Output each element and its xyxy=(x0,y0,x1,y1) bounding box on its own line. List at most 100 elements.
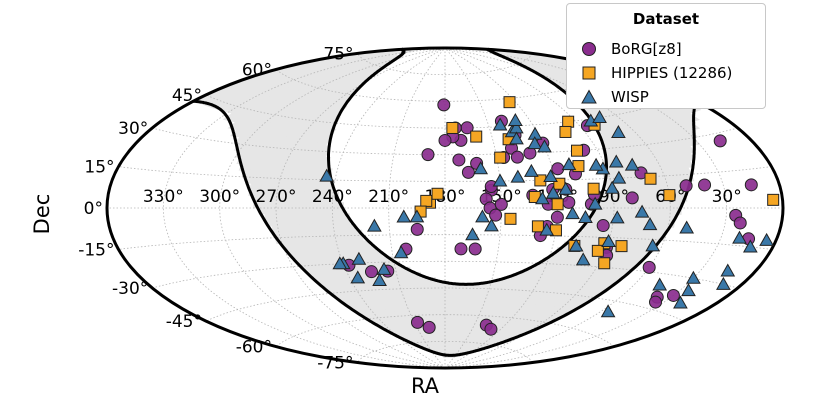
zone-of-avoidance-cell xyxy=(601,213,609,221)
wisp-point xyxy=(600,304,616,318)
zone-of-avoidance-cell xyxy=(298,196,306,203)
wisp-point xyxy=(465,227,480,241)
zone-of-avoidance-cell xyxy=(630,207,637,215)
zone-of-avoidance-cell xyxy=(436,292,442,299)
zone-of-avoidance-cell xyxy=(658,207,666,215)
legend-label-wisp: WISP xyxy=(611,88,649,106)
wisp-point xyxy=(507,112,523,126)
zone-of-avoidance-cell xyxy=(264,213,272,221)
zone-of-avoidance-cell xyxy=(624,213,632,221)
hippies-point xyxy=(559,125,572,138)
borg-point xyxy=(713,134,727,148)
zone-of-avoidance-cell xyxy=(441,314,446,321)
ra-tick-label: 30° xyxy=(712,187,742,207)
borg-point xyxy=(679,179,693,193)
zone-of-avoidance-cell xyxy=(441,319,446,326)
dec-tick-label: 30° xyxy=(118,119,148,139)
zone-of-avoidance-cell xyxy=(270,207,277,215)
zone-of-avoidance-cell xyxy=(436,298,442,305)
borg-point xyxy=(562,195,576,209)
dec-tick-label: -75° xyxy=(317,354,353,374)
zone-of-avoidance-cell xyxy=(264,207,271,215)
zone-of-avoidance-cell xyxy=(431,287,437,294)
zone-of-avoidance-cell xyxy=(647,201,654,209)
zone-of-avoidance-cell xyxy=(444,309,449,315)
borg-point xyxy=(744,178,758,192)
borg-point xyxy=(468,242,482,256)
zone-of-avoidance-cell xyxy=(344,224,352,231)
x-axis-label: RA xyxy=(411,374,440,398)
zone-of-avoidance-cell xyxy=(315,213,322,220)
wisp-point xyxy=(523,163,539,177)
zone-of-avoidance-cell xyxy=(448,292,454,299)
zone-of-avoidance-cell xyxy=(448,287,455,294)
zone-of-avoidance-cell xyxy=(441,309,446,315)
hippies-point xyxy=(531,220,544,233)
zone-of-avoidance-cell xyxy=(596,213,603,221)
zone-of-avoidance-cell xyxy=(332,213,339,220)
zone-of-avoidance-cell xyxy=(435,282,441,289)
borg-point xyxy=(551,162,565,176)
circle-marker-icon xyxy=(582,42,596,56)
hippies-point xyxy=(562,115,575,128)
borg-point xyxy=(733,216,747,230)
zone-of-avoidance-cell xyxy=(286,207,294,215)
zone-of-avoidance-cell xyxy=(619,207,626,215)
hippies-point xyxy=(598,257,611,270)
zone-of-avoidance-cell xyxy=(669,207,677,215)
dec-tick-label: 15° xyxy=(84,158,114,178)
zone-of-avoidance-cell xyxy=(293,219,301,226)
legend-title: Dataset xyxy=(632,10,700,28)
zone-of-avoidance-cell xyxy=(326,207,333,214)
zone-of-avoidance-cell xyxy=(441,325,446,331)
zone-of-avoidance-cell xyxy=(315,207,322,215)
zone-of-avoidance-cell xyxy=(321,218,329,226)
legend-label-hippies: HIPPIES (12286) xyxy=(611,64,733,82)
borg-point xyxy=(452,153,466,167)
zone-of-avoidance-cell xyxy=(444,293,450,299)
ra-tick-label: 240° xyxy=(312,187,353,207)
square-marker-icon xyxy=(582,66,596,80)
borg-point xyxy=(494,197,508,211)
zone-of-avoidance-cell xyxy=(326,218,334,226)
legend-item-borg: BoRG[z8] xyxy=(581,37,682,61)
y-axis-label: Dec xyxy=(30,194,54,235)
hippies-point xyxy=(663,189,676,202)
zone-of-avoidance-cell xyxy=(444,303,450,310)
zone-of-avoidance-cell xyxy=(602,207,609,215)
zone-of-avoidance-cell xyxy=(270,213,278,221)
dec-tick-label: 75° xyxy=(323,44,353,64)
zone-of-avoidance-cell xyxy=(444,298,450,305)
zone-of-avoidance-cell xyxy=(281,213,289,221)
zone-of-avoidance-cell xyxy=(298,201,305,209)
zone-of-avoidance-cell xyxy=(315,219,323,226)
zone-of-avoidance-cell xyxy=(444,287,450,294)
wisp-point xyxy=(492,173,508,187)
ra-tick-label: 300° xyxy=(199,187,240,207)
wisp-point xyxy=(720,263,736,277)
dec-tick-label: 0° xyxy=(84,199,103,219)
zone-of-avoidance-cell xyxy=(444,314,449,321)
zone-of-avoidance-cell xyxy=(624,207,632,215)
zone-of-avoidance-cell xyxy=(440,303,446,310)
legend-label-borg: BoRG[z8] xyxy=(611,40,682,58)
zone-of-avoidance-cell xyxy=(331,207,339,214)
zone-of-avoidance-cell xyxy=(309,207,316,214)
zone-of-avoidance-cell xyxy=(433,303,439,310)
ra-tick-label: 210° xyxy=(368,187,409,207)
zone-of-avoidance-cell xyxy=(332,218,340,225)
zone-of-avoidance-cell xyxy=(320,213,328,220)
borg-point xyxy=(550,210,564,224)
wisp-point xyxy=(679,220,695,234)
zone-of-avoidance-cell xyxy=(304,190,312,197)
zone-of-avoidance-cell xyxy=(430,282,437,289)
zone-of-avoidance-cell xyxy=(652,214,660,221)
ra-tick-label: 270° xyxy=(256,187,297,207)
hippies-point xyxy=(420,194,433,207)
wisp-point xyxy=(367,218,382,232)
borg-point xyxy=(421,148,435,162)
zone-of-avoidance-cell xyxy=(327,224,335,231)
borg-point xyxy=(625,191,639,205)
zone-of-avoidance-cell xyxy=(275,207,283,215)
